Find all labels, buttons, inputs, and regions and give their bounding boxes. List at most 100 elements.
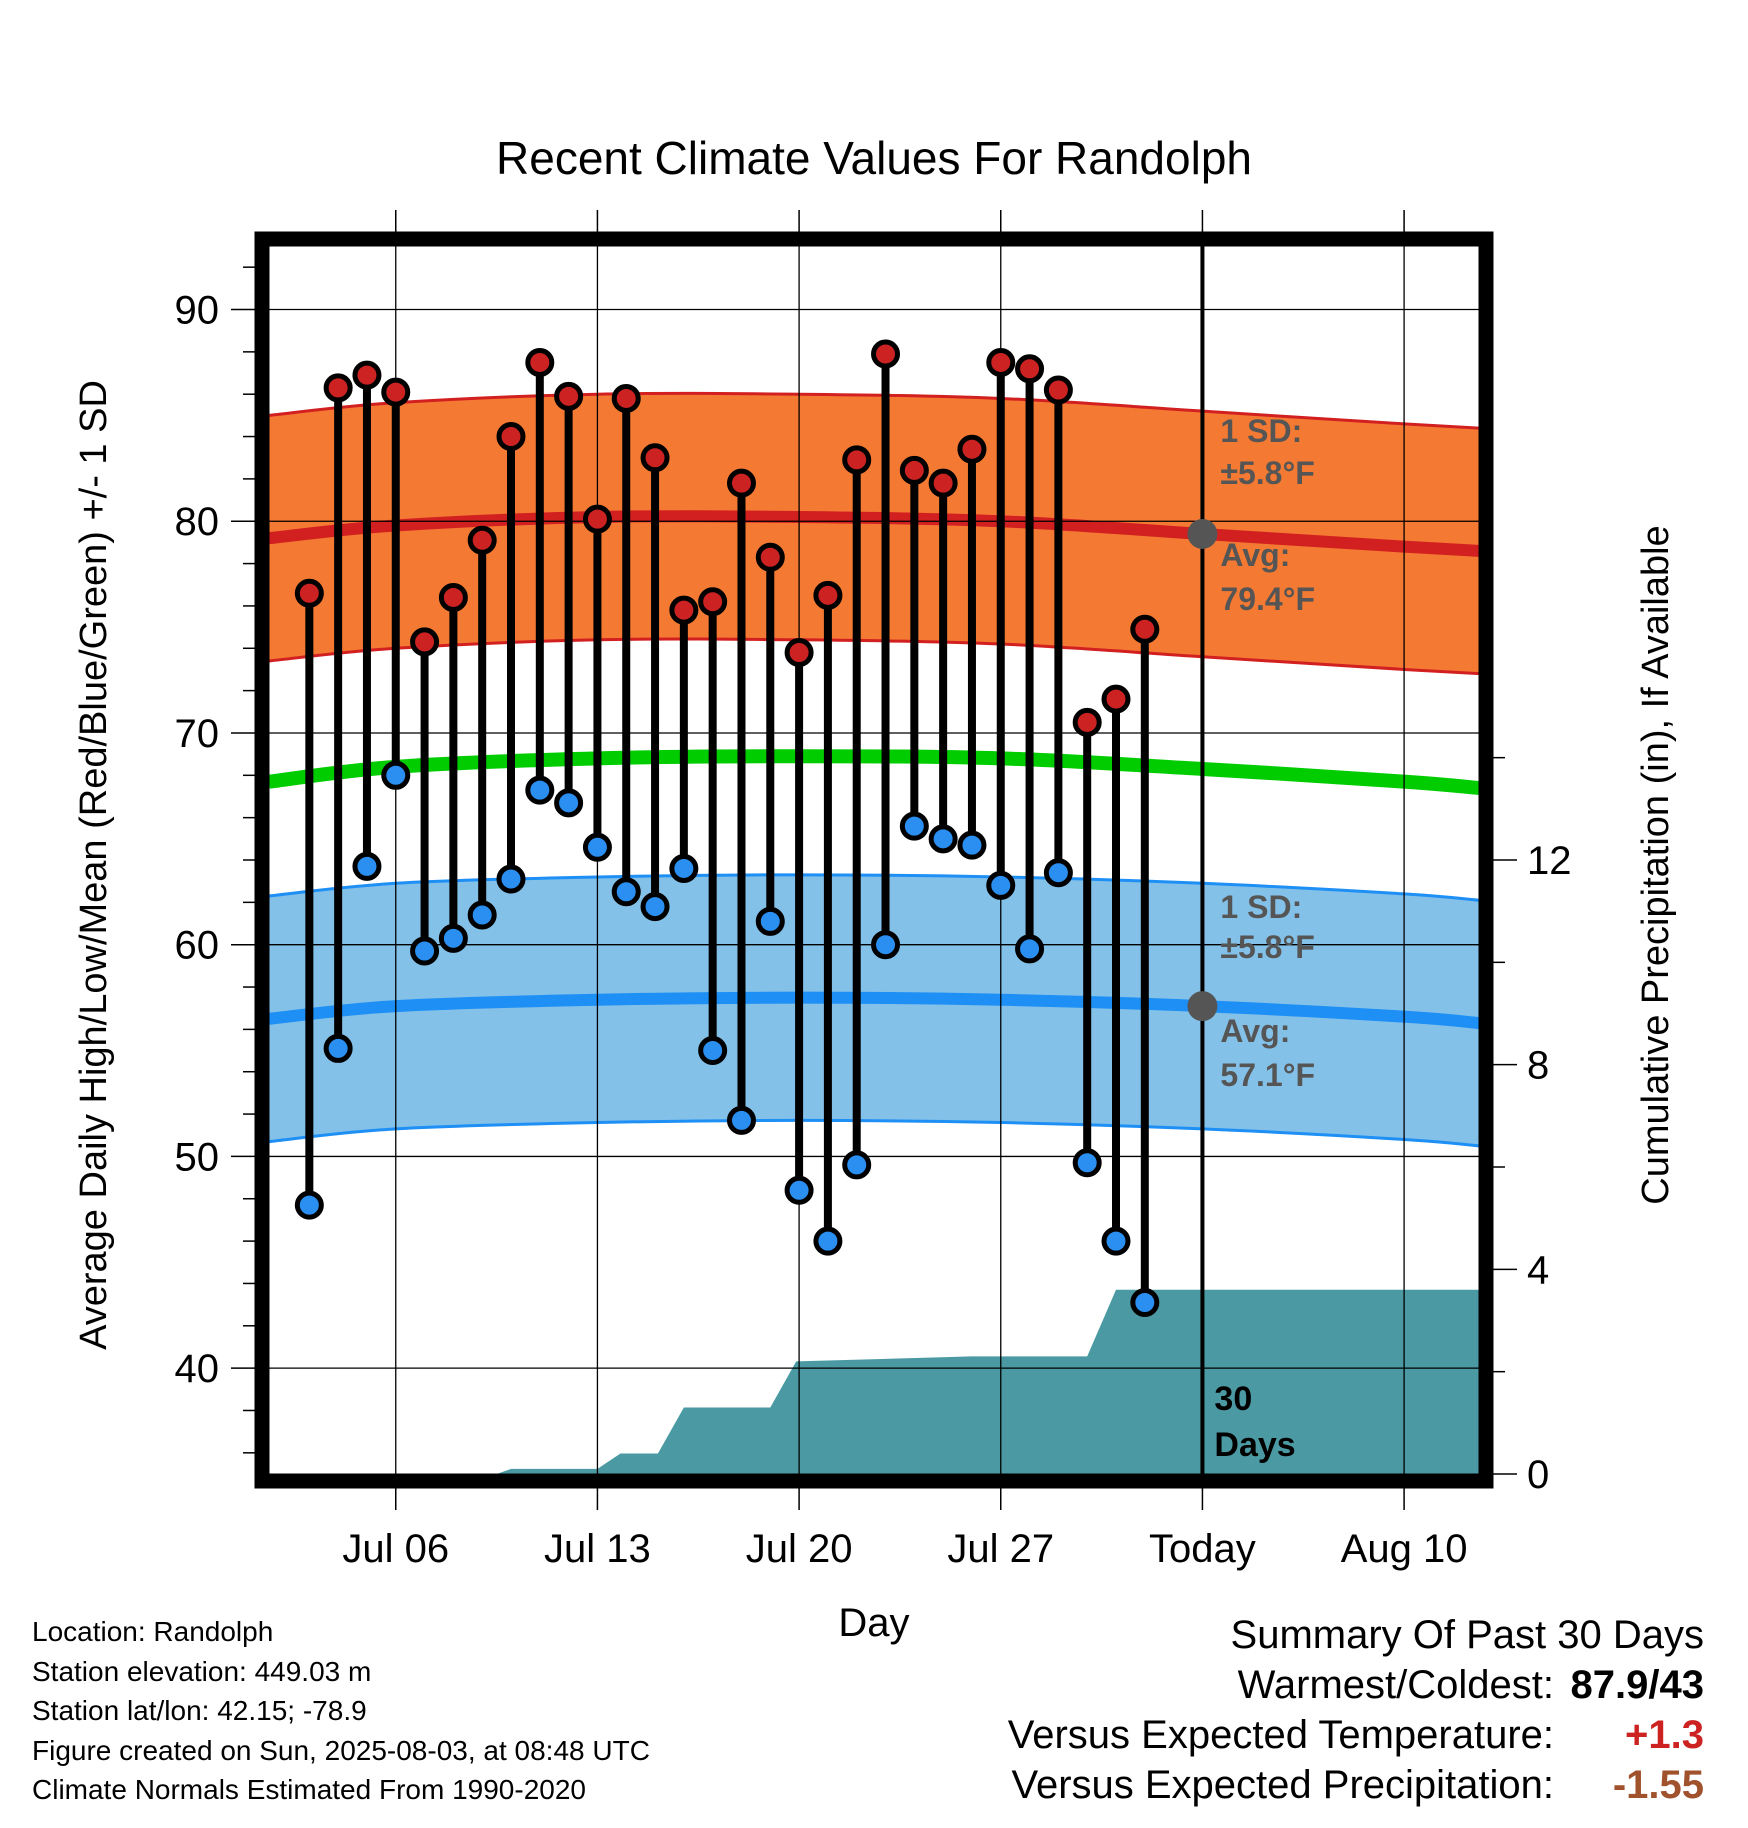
summary-precip-row: Versus Expected Precipitation: -1.55 bbox=[944, 1760, 1704, 1810]
x-axis-label: Day bbox=[838, 1601, 909, 1645]
x-tick-label: Jul 27 bbox=[947, 1527, 1054, 1571]
daily-low-point bbox=[928, 824, 958, 854]
daily-low-point bbox=[352, 851, 382, 881]
y2-tick-label: 12 bbox=[1527, 839, 1572, 883]
y-tick-label: 60 bbox=[175, 924, 220, 968]
chart-title: Recent Climate Values For Randolph bbox=[496, 132, 1252, 184]
created-text: Figure created on Sun, 2025-08-03, at 08… bbox=[32, 1734, 650, 1766]
daily-low-point bbox=[525, 775, 555, 805]
y2-axis-label: Cumulative Precipitation (in), If Availa… bbox=[1635, 525, 1677, 1204]
location-text: Location: Randolph bbox=[32, 1616, 274, 1647]
daily-high-point bbox=[438, 582, 468, 612]
daily-high-point bbox=[726, 468, 756, 498]
plot-area bbox=[269, 0, 1479, 1474]
y2-tick-label: 0 bbox=[1527, 1453, 1549, 1497]
daily-high-point bbox=[871, 339, 901, 369]
days-text-label: Days bbox=[1214, 1426, 1295, 1464]
y-axis-label: Average Daily High/Low/Mean (Red/Blue/Gr… bbox=[73, 380, 115, 1350]
daily-high-point bbox=[410, 627, 440, 657]
y-tick-label: 80 bbox=[175, 500, 220, 544]
daily-low-point bbox=[726, 1105, 756, 1135]
daily-low-point bbox=[438, 923, 468, 953]
daily-high-point bbox=[554, 381, 584, 411]
daily-high-point bbox=[1101, 684, 1131, 714]
station-info: Location: Randolph Station elevation: 44… bbox=[32, 1612, 650, 1810]
x-tick-label: Jul 06 bbox=[342, 1527, 449, 1571]
daily-high-point bbox=[496, 422, 526, 452]
daily-low-point bbox=[640, 892, 670, 922]
daily-low-point bbox=[554, 788, 584, 818]
daily-low-point bbox=[1043, 858, 1073, 888]
daily-high-point bbox=[640, 443, 670, 473]
daily-low-point bbox=[813, 1226, 843, 1256]
daily-high-point bbox=[582, 504, 612, 534]
y2-tick-label: 4 bbox=[1527, 1248, 1549, 1292]
low-sd-value: ±5.8°F bbox=[1220, 929, 1314, 965]
daily-low-point bbox=[1015, 934, 1045, 964]
daily-high-point bbox=[381, 377, 411, 407]
summary-panel: Summary Of Past 30 Days Warmest/Coldest:… bbox=[944, 1610, 1704, 1810]
daily-high-point bbox=[986, 347, 1016, 377]
daily-low-point bbox=[294, 1190, 324, 1220]
daily-high-point bbox=[1043, 375, 1073, 405]
daily-high-point bbox=[1072, 707, 1102, 737]
high-sd-upper-line bbox=[269, 391, 1479, 430]
daily-high-point bbox=[611, 383, 641, 413]
daily-high-point bbox=[669, 595, 699, 625]
elevation-text: Station elevation: 449.03 m bbox=[32, 1655, 372, 1687]
daily-low-point bbox=[582, 832, 612, 862]
daily-high-point bbox=[755, 542, 785, 572]
temp-value: +1.3 bbox=[1625, 1713, 1704, 1757]
daily-low-point bbox=[842, 1150, 872, 1180]
summary-title: Summary Of Past 30 Days bbox=[1230, 1613, 1704, 1657]
low-sd-band bbox=[269, 874, 1479, 1146]
x-tick-label: Today bbox=[1149, 1527, 1256, 1571]
latlon-text: Station lat/lon: 42.15; -78.9 bbox=[32, 1695, 367, 1726]
daily-low-point bbox=[899, 811, 929, 841]
high-avg-marker bbox=[1187, 518, 1218, 549]
y-tick-label: 40 bbox=[175, 1347, 220, 1391]
warmest-label: Warmest/Coldest: bbox=[1237, 1663, 1554, 1707]
y-tick-label: 70 bbox=[175, 712, 220, 756]
daily-high-point bbox=[928, 468, 958, 498]
daily-high-point bbox=[467, 525, 497, 555]
temp-label: Versus Expected Temperature: bbox=[1007, 1713, 1554, 1757]
daily-high-point bbox=[784, 638, 814, 668]
y-tick-label: 50 bbox=[175, 1135, 220, 1179]
low-sd-label: 1 SD: bbox=[1220, 889, 1302, 925]
low-sd-lower-line bbox=[269, 1118, 1479, 1148]
daily-low-point bbox=[957, 830, 987, 860]
daily-low-point bbox=[669, 853, 699, 883]
x-tick-label: Aug 10 bbox=[1341, 1527, 1468, 1571]
daily-low-point bbox=[871, 930, 901, 960]
precipitation-area bbox=[269, 1289, 1479, 1474]
summary-warmest-row: Warmest/Coldest: 87.9/43 bbox=[944, 1660, 1704, 1710]
daily-high-point bbox=[813, 580, 843, 610]
x-tick-label: Jul 13 bbox=[544, 1527, 651, 1571]
x-tick-label: Jul 20 bbox=[746, 1527, 853, 1571]
daily-low-point bbox=[1072, 1148, 1102, 1178]
warmest-value: 87.9/43 bbox=[1570, 1663, 1704, 1707]
precip-label: Versus Expected Precipitation: bbox=[1011, 1763, 1554, 1807]
normal-high-line bbox=[269, 510, 1479, 557]
daily-low-point bbox=[496, 864, 526, 894]
low-avg-label: Avg: bbox=[1220, 1013, 1290, 1049]
daily-high-point bbox=[1130, 614, 1160, 644]
daily-high-point bbox=[957, 434, 987, 464]
low-sd-upper-line bbox=[269, 873, 1479, 902]
daily-low-point bbox=[410, 936, 440, 966]
daily-high-point bbox=[1162, 0, 1186, 12]
daily-stems bbox=[294, 0, 1186, 1318]
daily-low-point bbox=[467, 900, 497, 930]
daily-high-point bbox=[352, 360, 382, 390]
high-sd-label: 1 SD: bbox=[1220, 413, 1302, 449]
high-sd-value: ±5.8°F bbox=[1220, 455, 1314, 491]
daily-low-point bbox=[1162, 0, 1186, 12]
daily-high-point bbox=[323, 373, 353, 403]
daily-high-point bbox=[842, 445, 872, 475]
daily-low-point bbox=[323, 1033, 353, 1063]
daily-low-point bbox=[986, 870, 1016, 900]
normals-text: Climate Normals Estimated From 1990-2020 bbox=[32, 1774, 586, 1805]
daily-high-point bbox=[294, 578, 324, 608]
